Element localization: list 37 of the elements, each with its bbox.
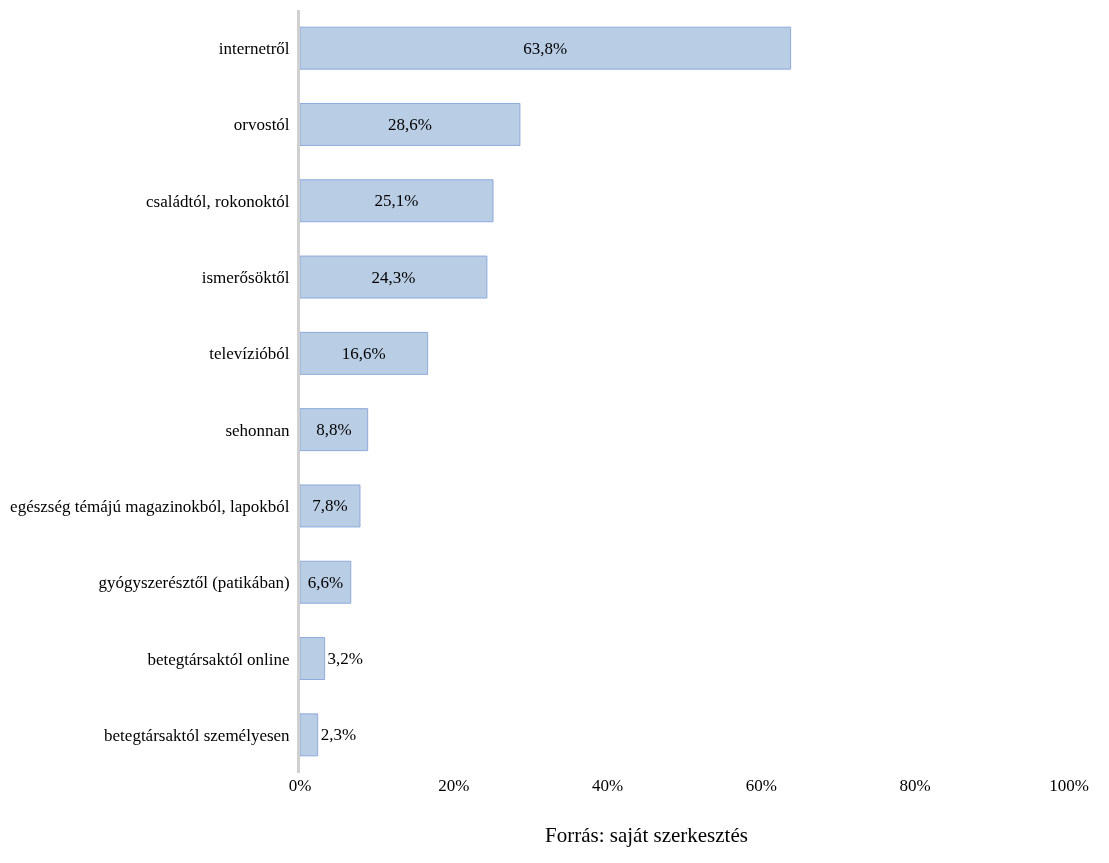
bar [300,560,352,604]
y-tick-label: televízióból [209,344,290,364]
data-label: 25,1% [374,191,419,211]
data-label: 2,3% [320,725,357,745]
x-tick-label: 20% [438,776,470,795]
data-label: 63,8% [523,38,568,58]
data-label: 6,6% [307,572,344,592]
x-tick-label: 40% [592,776,624,795]
y-tick-label: betegtársaktól online [147,649,290,669]
bar [300,102,521,146]
bar [300,331,429,375]
text: Forrás: saját szerkesztés [545,823,748,847]
y-tick-label: családtól, rokonoktól [146,191,290,211]
x-tick-label: 80% [899,776,931,795]
data-label: 3,2% [327,649,364,669]
y-tick-label: egészség témájú magazinokból, lapokból [10,496,290,516]
y-tick-label: ismerősöktől [201,268,290,287]
data-label: 24,3% [371,267,416,287]
x-tick-label: 0% [288,776,312,795]
y-tick-label: sehonnan [225,420,291,440]
y-tick-label: orvostól [233,115,290,135]
data-label: 16,6% [341,343,386,363]
x-tick-label: 60% [745,776,777,795]
y-tick-label: internetről [218,39,290,59]
data-label: 8,8% [316,420,352,440]
y-tick-label: gyógyszerésztől (patikában) [98,573,290,593]
bar [300,255,488,299]
bar [300,484,361,528]
bar [300,408,369,452]
x-tick-label: 100% [1049,776,1089,795]
bar [300,26,792,70]
data-label: 7,8% [312,496,348,516]
bar [300,179,494,223]
y-tick-label: betegtársaktól személyesen [104,725,291,745]
data-label: 28,6% [388,114,432,134]
bar [300,713,319,757]
bar [300,637,326,681]
